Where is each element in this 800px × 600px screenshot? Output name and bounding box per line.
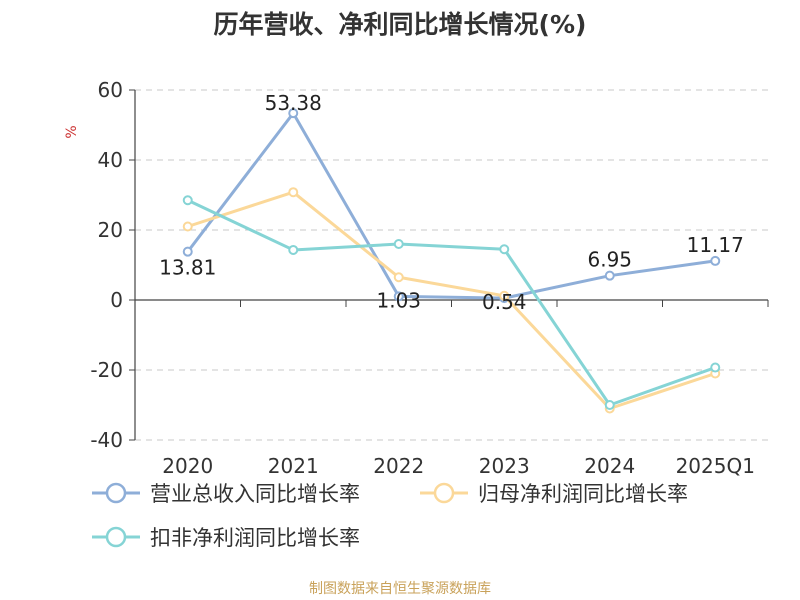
data-label: 53.38 (265, 91, 322, 115)
data-point (499, 244, 510, 255)
y-tick-label: 60 (98, 78, 123, 102)
data-point (182, 221, 193, 232)
y-tick-label: -40 (90, 428, 123, 452)
x-tick-label: 2021 (268, 454, 319, 478)
data-point (710, 362, 721, 373)
data-point (710, 255, 721, 266)
data-point (288, 187, 299, 198)
legend-marker-icon (105, 526, 127, 548)
legend-item-3[interactable]: 扣非净利润同比增长率 (92, 526, 360, 550)
data-label: 0.54 (482, 290, 527, 314)
series-line (186, 111, 716, 300)
legend-label: 归母净利润同比增长率 (478, 482, 688, 506)
legend-marker-icon (433, 482, 455, 504)
data-point (393, 239, 404, 249)
y-tick-label: 40 (98, 148, 123, 172)
y-tick-label: -20 (90, 358, 123, 382)
data-point (499, 290, 510, 301)
series-line (187, 198, 716, 407)
legend-label: 扣非净利润同比增长率 (150, 526, 360, 550)
data-label: 6.95 (587, 248, 632, 272)
x-tick-label: 2024 (584, 454, 635, 478)
data-point (288, 244, 299, 255)
y-tick-label: 20 (98, 218, 123, 242)
x-tick-label: 2025Q1 (676, 454, 755, 478)
source-note: 制图数据来自恒生聚源数据库 (309, 581, 491, 597)
data-label: 11.17 (687, 233, 744, 257)
data-point (393, 272, 404, 283)
y-tick-label: 0 (110, 288, 123, 312)
legend-item-2[interactable]: 归母净利润同比增长率 (420, 482, 688, 506)
legend-item-1[interactable]: 营业总收入同比增长率 (92, 482, 360, 506)
legend-marker-icon (105, 482, 127, 504)
series-layer (182, 108, 721, 414)
data-point (182, 195, 193, 206)
data-point (288, 108, 299, 119)
chart-title: 历年营收、净利同比增长情况(%) (214, 10, 587, 39)
x-tick-label: 2020 (162, 454, 213, 478)
x-tick-label: 2023 (479, 454, 530, 478)
data-label: 13.81 (159, 256, 216, 280)
data-label: 1.03 (376, 288, 421, 312)
series-3 (182, 195, 721, 410)
data-point (604, 270, 615, 281)
legend-label: 营业总收入同比增长率 (150, 482, 360, 506)
data-point (182, 246, 193, 257)
series-line (187, 190, 716, 410)
x-tick-label: 2022 (373, 454, 424, 478)
y-axis-unit: % (64, 125, 80, 138)
series-1 (182, 108, 721, 304)
data-point (393, 291, 404, 302)
data-labels: 13.81 53.38 1.03 0.54 6.95 11.17 (159, 91, 744, 314)
axes: 60 40 20 0 -20 -40 2020 2021 2022 2023 2024 2025Q1 (90, 78, 769, 478)
data-point (604, 400, 615, 410)
